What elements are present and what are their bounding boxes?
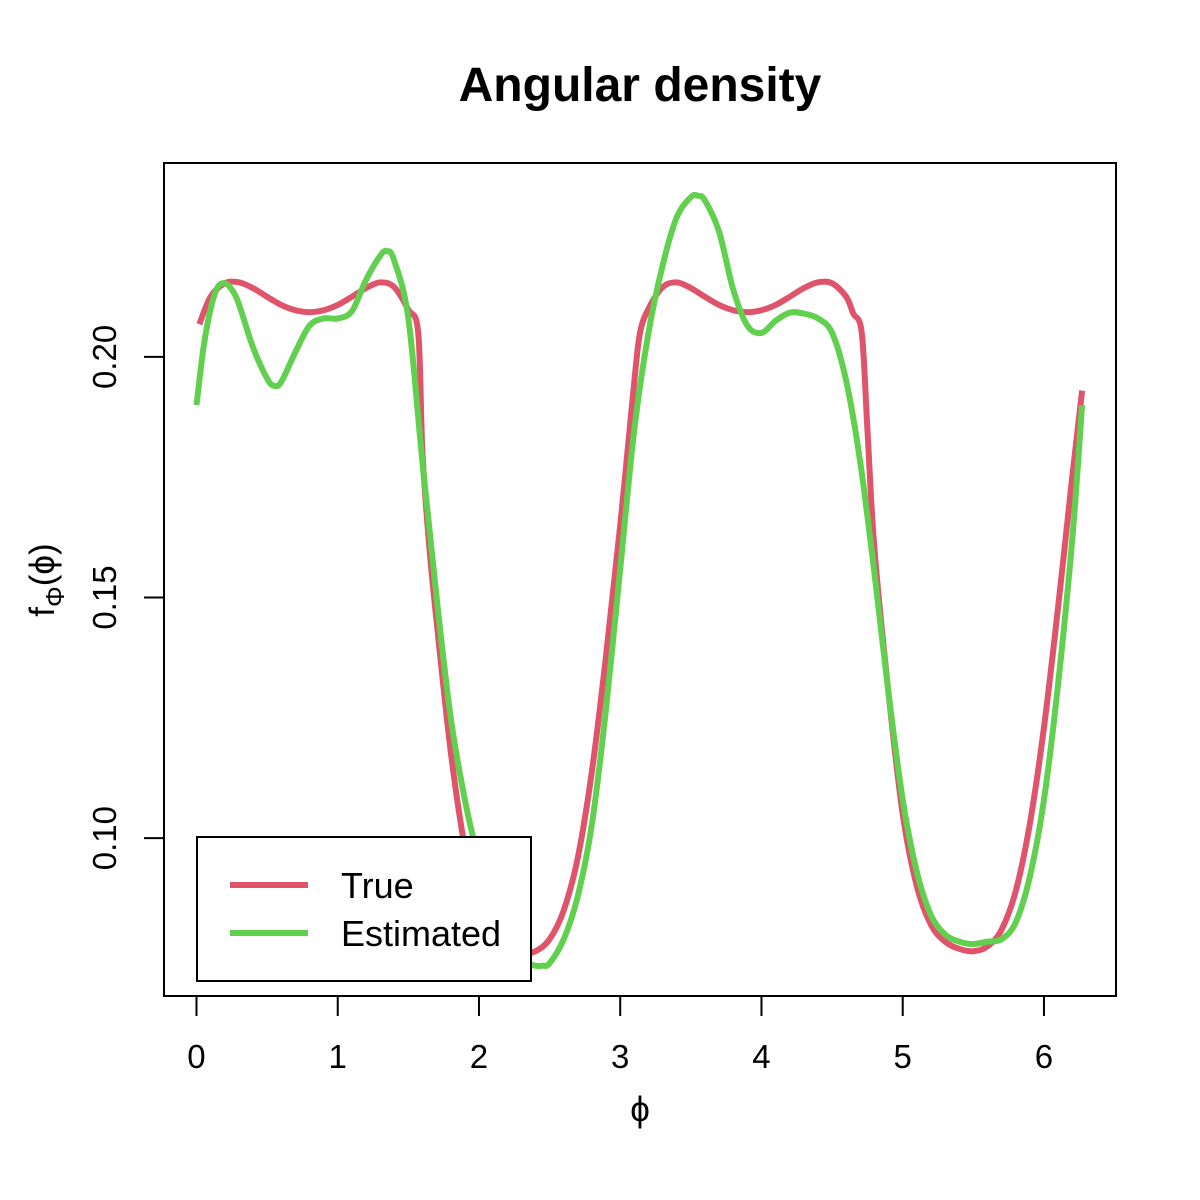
x-tick-label-0: 0 — [187, 1038, 205, 1075]
y-axis-label: fΦ(ϕ) — [23, 543, 70, 616]
legend: True Estimated — [196, 836, 532, 982]
x-tick-label-5: 5 — [894, 1038, 912, 1075]
y-tick-label-1: 0.15 — [86, 565, 123, 629]
x-axis: 0 1 2 3 4 5 6 — [187, 995, 1053, 1075]
y-tick-label-0: 0.10 — [86, 806, 123, 870]
x-tick-label-3: 3 — [611, 1038, 629, 1075]
y-axis-label-arg: (ϕ) — [23, 543, 62, 586]
legend-label-true: True — [341, 865, 414, 906]
x-tick-label-6: 6 — [1035, 1038, 1053, 1075]
series-layer — [193, 191, 1086, 970]
series-line-true — [196, 278, 1086, 957]
y-axis-label-main: f — [23, 607, 62, 617]
x-tick-label-2: 2 — [470, 1038, 488, 1075]
x-tick-label-4: 4 — [752, 1038, 770, 1075]
legend-label-estimated: Estimated — [341, 913, 501, 954]
y-axis-label-sub: Φ — [40, 586, 70, 607]
y-axis-label-text: fΦ(ϕ) — [23, 543, 70, 616]
legend-box — [196, 836, 532, 982]
x-axis-label: ϕ — [630, 1090, 650, 1129]
x-tick-label-1: 1 — [329, 1038, 347, 1075]
y-tick-label-2: 0.20 — [86, 325, 123, 389]
y-axis: 0.10 0.15 0.20 — [86, 325, 165, 870]
series-line-estimated — [193, 191, 1086, 970]
chart-title: Angular density — [459, 59, 822, 112]
